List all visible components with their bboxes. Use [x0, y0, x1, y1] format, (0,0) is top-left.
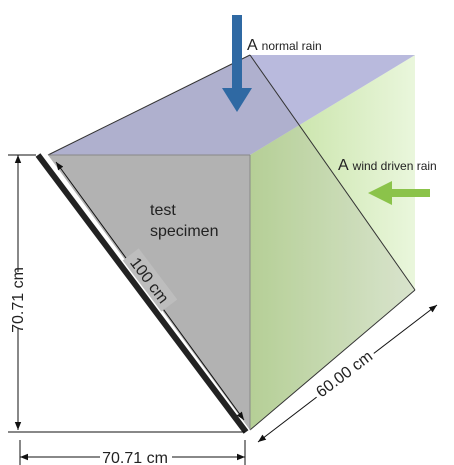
specimen-label: test — [150, 202, 176, 219]
wind-rain-arrow — [368, 181, 430, 205]
label-bg — [6, 272, 28, 328]
height-label: 70.71 cm — [10, 267, 27, 333]
normal-rain-arrow — [222, 15, 252, 112]
edges — [47, 54, 416, 431]
width-label: 70.71 cm — [102, 450, 168, 465]
specimen-label: specimen — [150, 223, 218, 240]
label-bg — [309, 343, 379, 404]
top-face — [48, 55, 415, 155]
label-bg — [100, 447, 172, 465]
label-bg — [122, 248, 178, 312]
